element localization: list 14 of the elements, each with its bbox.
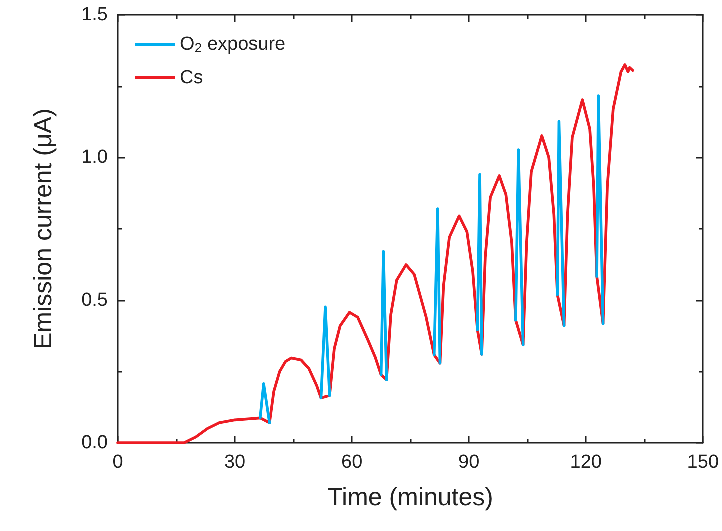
- y-tick-label: 1.5: [82, 4, 108, 26]
- y-tick-label: 0.5: [82, 290, 108, 311]
- y-axis-title: Emission current (μA): [30, 108, 58, 350]
- legend-label: Cs: [180, 67, 204, 88]
- y-tick-label: 1.0: [82, 147, 108, 168]
- x-tick-label: 120: [570, 452, 602, 473]
- x-axis-title: Time (minutes): [328, 484, 494, 512]
- y-tick-label: 0.0: [82, 432, 108, 454]
- x-tick-label: 30: [224, 452, 246, 473]
- legend-label: O2 exposure: [180, 34, 286, 56]
- x-tick-label: 150: [687, 452, 719, 473]
- x-tick-label: 60: [341, 452, 363, 473]
- x-tick-label: 90: [458, 452, 480, 473]
- x-tick-label: 0: [112, 452, 124, 473]
